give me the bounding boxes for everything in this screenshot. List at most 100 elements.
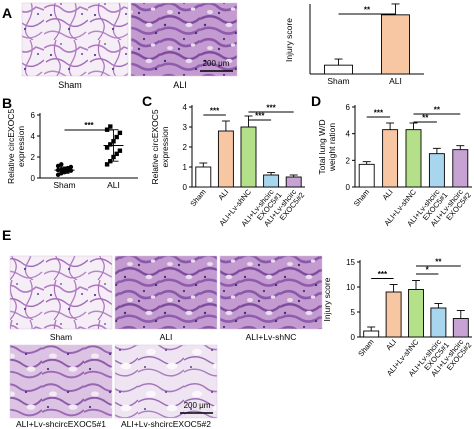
- significance-label: **: [364, 6, 371, 15]
- panel-a: A Sham 200 μm ALI: [2, 2, 238, 90]
- histology-image-e-sham: [9, 255, 113, 330]
- chart-c-circexoc5-expression: 0 1 2 3 4 Relative circEXOC5 expression Sham ALI…: [150, 103, 306, 228]
- bar-ali-lv-shcirc-exoc5-1: [430, 307, 447, 338]
- panel-e: E Sham ALI ALI+Lv-shNC ALI+Lv-shcircEXOC…: [2, 227, 323, 429]
- panel-letter-d: D: [311, 93, 321, 109]
- x-tick-label: ALI: [384, 338, 398, 352]
- chart-b-circexoc5-expression: 0 2 4 6 Relative circEXOC5 expression Sham ALI *…: [6, 109, 138, 190]
- bar-ali-lv-shnc: [408, 289, 424, 338]
- data-point-ali: [108, 124, 113, 129]
- data-point-ali: [114, 151, 119, 157]
- y-axis-label: Injury score: [322, 277, 332, 321]
- y-tick-label: 0: [31, 174, 36, 183]
- y-tick-label: 2: [183, 143, 188, 152]
- y-tick-label: 0: [351, 333, 356, 342]
- significance-label: **: [434, 106, 441, 115]
- x-tick-label: ALI: [216, 188, 230, 202]
- histology-image-e-sh2: [114, 344, 218, 419]
- data-point-ali: [114, 134, 119, 140]
- y-tick-label: 2: [346, 156, 351, 165]
- y-tick-label: 2: [31, 153, 36, 162]
- x-tick-label: ALI: [389, 76, 402, 86]
- panel-letter-e: E: [2, 227, 11, 243]
- y-tick-label: 0: [183, 183, 188, 192]
- histology-image-e-ali: [114, 255, 218, 330]
- data-point-ali: [117, 130, 123, 136]
- image-label-ali: ALI: [173, 80, 187, 90]
- bar-ali: [385, 291, 402, 338]
- significance-label: ***: [374, 109, 384, 118]
- bar-sham: [358, 163, 375, 188]
- y-axis-label: Total lung W/D: [317, 119, 327, 174]
- bar-ali: [381, 14, 410, 75]
- scale-bar-label-e: 200 μm: [184, 401, 211, 410]
- y-tick-label: 10: [346, 283, 355, 292]
- bar-ali-lv-shcirc-exoc5-1: [263, 174, 280, 188]
- image-label-sham: Sham: [58, 80, 82, 90]
- histology-image-sham: [21, 2, 129, 77]
- y-axis-label: Relative circEXOC5: [150, 109, 160, 184]
- y-axis-label: expression: [16, 126, 26, 167]
- bar-ali: [217, 130, 234, 188]
- bar-ali-lv-shnc: [405, 129, 422, 188]
- bar-ali-lv-shcirc-exoc5-1: [428, 153, 445, 188]
- significance-label: ***: [378, 270, 388, 279]
- x-tick-label: ALI: [107, 180, 120, 190]
- y-axis-label: Relative circEXOC5: [6, 109, 16, 184]
- image-label-e-sham: Sham: [50, 332, 72, 342]
- x-tick-label: Sham: [356, 338, 375, 359]
- bar-ali-lv-shnc: [240, 126, 257, 188]
- scale-bar-label-a: 200 μm: [203, 59, 230, 68]
- bar-sham: [363, 330, 380, 338]
- x-tick-label: Sham: [352, 188, 371, 209]
- x-tick-label: Sham: [327, 76, 349, 86]
- y-tick-label: 0: [346, 183, 351, 192]
- data-point-sham: [68, 164, 74, 170]
- bar-ali: [382, 129, 399, 188]
- bar-ali-lv-shcirc-exoc5-2: [285, 176, 302, 188]
- significance-label: **: [422, 114, 429, 123]
- data-point-ali: [104, 145, 110, 150]
- y-axis-label: weight ration: [327, 123, 337, 172]
- y-tick-label: 4: [183, 103, 188, 112]
- image-label-e-sh2: ALI+Lv-shcircEXOC5#2: [121, 419, 211, 429]
- x-tick-label: ALI: [380, 188, 394, 202]
- panel-letter-b: B: [2, 95, 12, 111]
- data-point-ali: [104, 162, 110, 167]
- y-tick-label: 15: [346, 258, 355, 267]
- histology-image-ali: [130, 2, 238, 77]
- data-point-ali: [108, 142, 113, 147]
- histology-image-e-sh1: [9, 344, 113, 419]
- bar-ali-lv-shcirc-exoc5-2: [452, 149, 469, 188]
- bar-sham: [324, 64, 353, 75]
- panel-letter-a: A: [2, 5, 12, 21]
- significance-label: **: [435, 258, 442, 267]
- y-tick-label: 5: [351, 308, 356, 317]
- y-tick-label: 6: [31, 111, 36, 120]
- data-point-ali: [117, 148, 123, 153]
- significance-label: *: [426, 266, 430, 275]
- significance-label: ***: [255, 112, 265, 121]
- histology-image-e-shnc: [219, 255, 323, 330]
- significance-label: ***: [210, 107, 220, 116]
- x-tick-label: Sham: [53, 180, 75, 190]
- image-label-e-ali: ALI: [160, 332, 173, 342]
- y-tick-label: 4: [346, 130, 351, 139]
- y-tick-label: 6: [346, 103, 351, 112]
- x-tick-label: Sham: [188, 188, 207, 209]
- y-tick-label: 4: [31, 132, 36, 141]
- y-axis-label: Injury score: [284, 18, 294, 62]
- data-point-sham: [59, 162, 64, 167]
- bar-sham: [195, 166, 212, 188]
- y-tick-label: 3: [183, 123, 188, 132]
- significance-label: ***: [266, 104, 276, 113]
- significance-label: ***: [84, 121, 94, 130]
- y-axis-label: expression: [160, 126, 170, 167]
- data-point-sham: [68, 168, 74, 173]
- y-tick-label: 1: [183, 163, 188, 172]
- bar-ali-lv-shcirc-exoc5-2: [452, 318, 469, 338]
- panel-letter-c: C: [142, 93, 152, 109]
